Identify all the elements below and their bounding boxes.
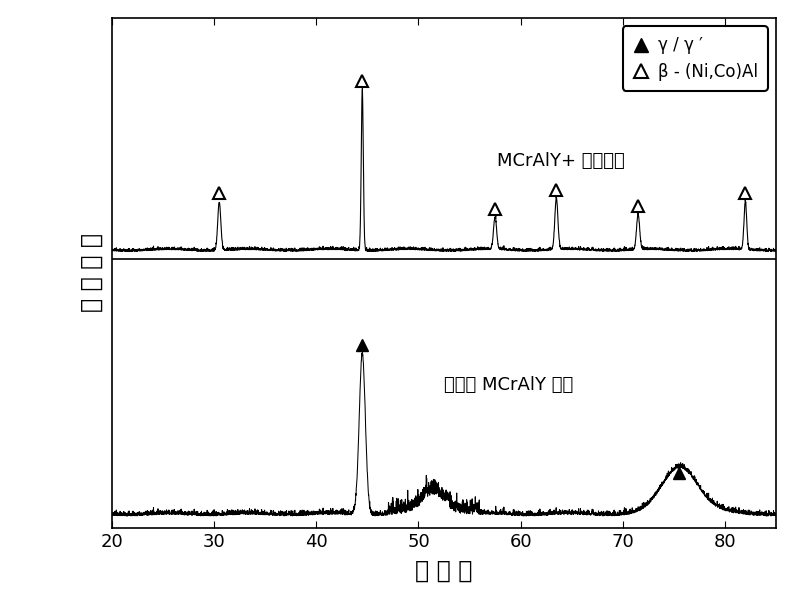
Text: 沉积态 MCrAlY 涂层: 沉积态 MCrAlY 涂层 [444, 376, 574, 394]
Text: MCrAlY+ 复合涂层: MCrAlY+ 复合涂层 [497, 152, 625, 170]
Legend: γ / γ ′, β - (Ni,Co)Al: γ / γ ′, β - (Ni,Co)Al [622, 26, 768, 91]
Y-axis label: 相 对 强 度: 相 对 强 度 [80, 233, 104, 313]
X-axis label: 衍 射 角: 衍 射 角 [415, 559, 473, 583]
